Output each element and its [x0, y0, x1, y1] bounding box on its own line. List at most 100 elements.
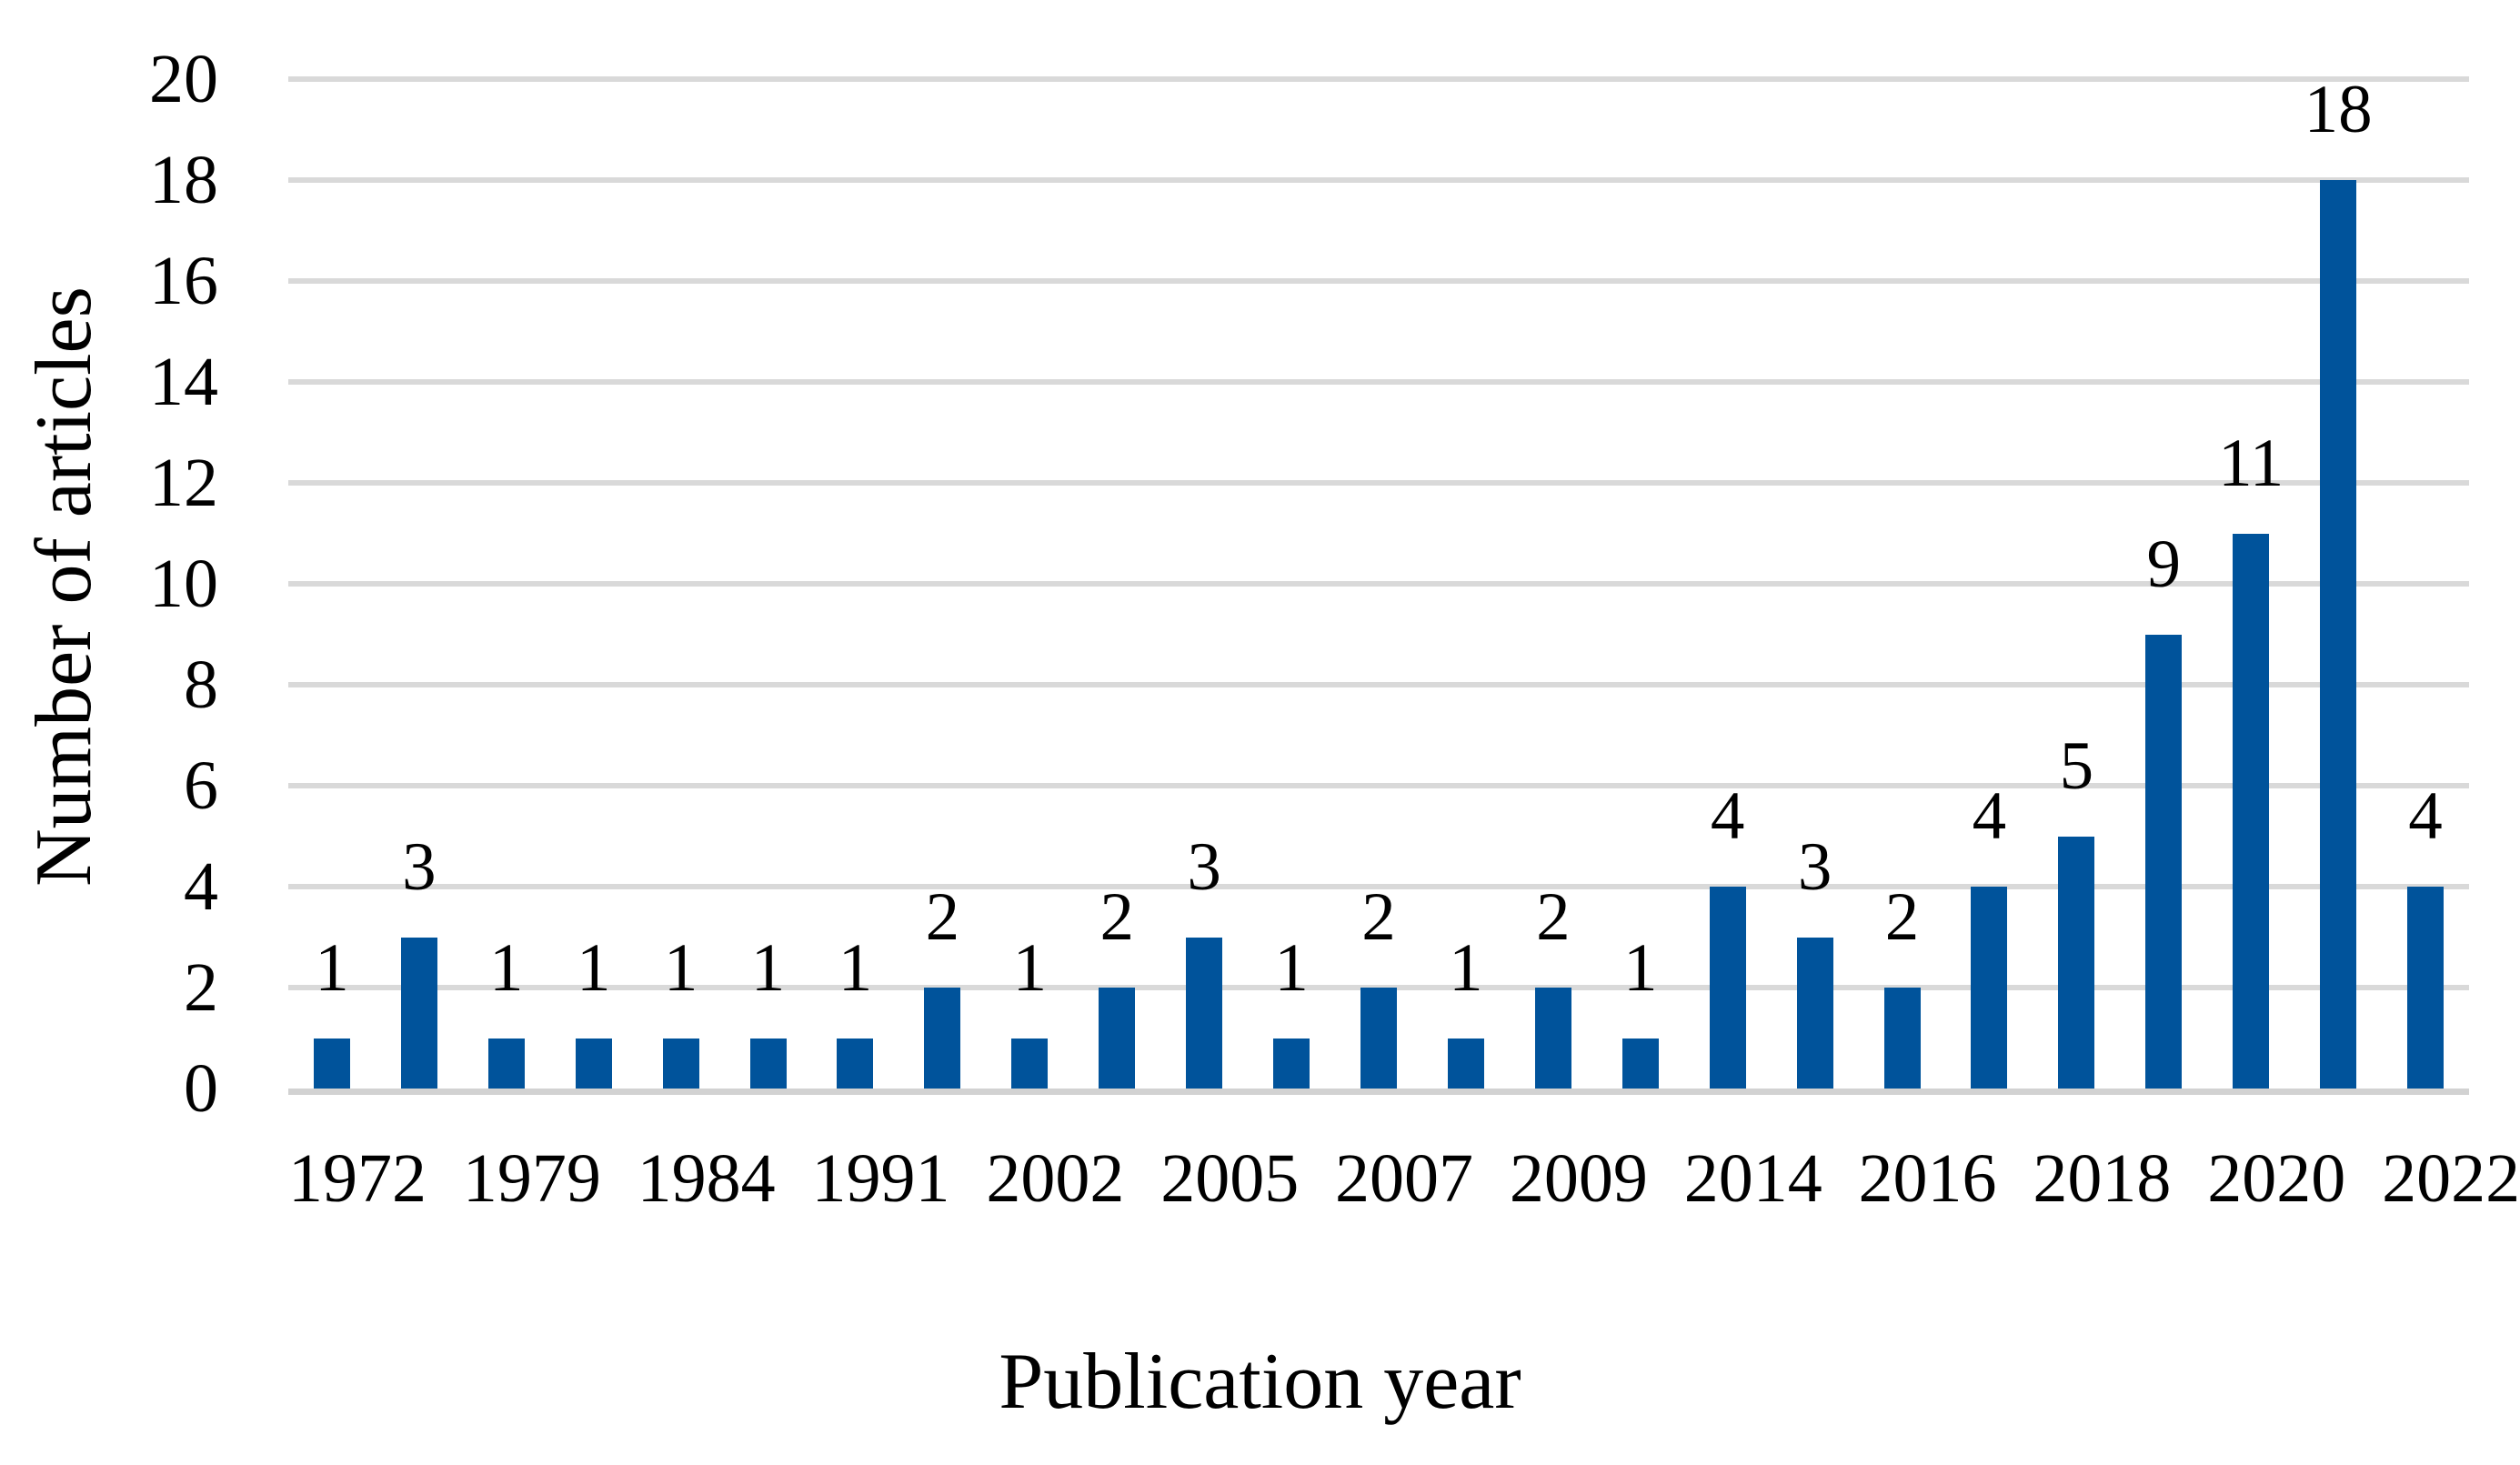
- bar-slot: 1: [463, 79, 550, 1089]
- bar: [1971, 887, 2008, 1089]
- bar-value-label: 1: [1623, 929, 1658, 1006]
- bar-value-label: 4: [2408, 778, 2443, 854]
- y-tick-label: 0: [184, 1050, 218, 1127]
- y-tick-label: 18: [149, 142, 218, 218]
- x-tick-label: 2009: [1509, 1140, 1648, 1217]
- bar: [1447, 1038, 1484, 1089]
- x-tick-label: 1991: [811, 1140, 950, 1217]
- bar-slot: 2: [1335, 79, 1422, 1089]
- y-tick-label: 2: [184, 949, 218, 1026]
- bar-value-label: 1: [750, 929, 786, 1006]
- gridline: [288, 278, 2469, 284]
- bar: [924, 988, 961, 1089]
- bar-slot: 9: [2120, 79, 2207, 1089]
- bar-slot: 18: [2294, 75, 2382, 1089]
- y-tick-label: 14: [149, 344, 218, 420]
- bar-value-label: 4: [1710, 778, 1745, 854]
- bar-value-label: 1: [576, 929, 611, 1006]
- bar-slot: 2: [1073, 79, 1160, 1089]
- bar-value-label: 2: [1536, 879, 1571, 955]
- y-tick-label: 8: [184, 647, 218, 723]
- bar: [313, 1038, 350, 1089]
- bar-value-label: 2: [1099, 879, 1134, 955]
- bar: [1534, 988, 1571, 1089]
- bar-slot: 1: [550, 79, 638, 1089]
- bar-value-label: 1: [489, 929, 524, 1006]
- bar-value-label: 5: [2059, 727, 2094, 804]
- gridline: [288, 379, 2469, 385]
- bar-slot: 5: [2033, 79, 2120, 1089]
- x-tick-label: 1984: [637, 1140, 776, 1217]
- bar-slot: 2: [1510, 79, 1597, 1089]
- bar-value-label: 3: [402, 828, 437, 905]
- bar-slot: 4: [1945, 79, 2033, 1089]
- gridline: [288, 76, 2469, 82]
- bar: [487, 1038, 525, 1089]
- bar: [837, 1038, 874, 1089]
- x-tick-label: 1979: [462, 1140, 601, 1217]
- bar: [2407, 887, 2445, 1089]
- gridline: [288, 480, 2469, 486]
- bar-value-label: 2: [925, 879, 960, 955]
- bar-slot: 3: [376, 79, 463, 1089]
- bar: [1796, 937, 1833, 1089]
- x-tick-label: 2018: [2033, 1140, 2172, 1217]
- x-tick-label: 2005: [1160, 1140, 1300, 1217]
- y-tick-label: 16: [149, 243, 218, 319]
- bar: [1621, 1038, 1659, 1089]
- bar: [2058, 836, 2095, 1089]
- bar-value-label: 1: [1449, 929, 1483, 1006]
- bar-value-label: 2: [1361, 879, 1396, 955]
- bar-slot: 3: [1160, 79, 1248, 1089]
- bar: [1011, 1038, 1049, 1089]
- bar: [1883, 988, 1921, 1089]
- bar-slot: 1: [1248, 79, 1335, 1089]
- bar: [1099, 988, 1136, 1089]
- bar: [1709, 887, 1746, 1089]
- x-tick-label: 2014: [1683, 1140, 1822, 1217]
- bar-value-label: 9: [2146, 526, 2182, 602]
- bar: [1186, 937, 1223, 1089]
- bar: [400, 937, 437, 1089]
- bar: [1273, 1038, 1310, 1089]
- bar-slot: 3: [1772, 79, 1859, 1089]
- gridline: [288, 884, 2469, 889]
- bar-value-label: 1: [663, 929, 698, 1006]
- bar: [2233, 533, 2270, 1089]
- gridline: [288, 177, 2469, 183]
- bar: [575, 1038, 612, 1089]
- bar-slot: 1: [1422, 79, 1510, 1089]
- y-tick-label: 20: [149, 41, 218, 117]
- bar-slot: 1: [288, 79, 376, 1089]
- x-tick-label: 2020: [2207, 1140, 2346, 1217]
- bar: [1360, 988, 1397, 1089]
- bar: [662, 1038, 699, 1089]
- bar-value-label: 4: [1972, 778, 2007, 854]
- bar-value-label: 3: [1187, 828, 1221, 905]
- bar-slot: 11: [2207, 79, 2294, 1089]
- bar-slot: 1: [986, 79, 1073, 1089]
- bar: [2320, 180, 2357, 1089]
- bar-slot: 1: [725, 79, 812, 1089]
- bar: [749, 1038, 787, 1089]
- bar-value-label: 2: [1884, 879, 1920, 955]
- x-axis-line: [288, 1089, 2469, 1095]
- bar-slot: 4: [2382, 79, 2469, 1089]
- y-tick-label: 4: [184, 848, 218, 925]
- bar-value-label: 11: [2218, 425, 2284, 501]
- y-tick-label: 6: [184, 748, 218, 824]
- bar: [2145, 634, 2183, 1089]
- bar-value-label: 18: [2304, 72, 2373, 147]
- x-tick-label: 2016: [1858, 1140, 1997, 1217]
- bar-value-label: 1: [838, 929, 873, 1006]
- bar-value-label: 3: [1797, 828, 1832, 905]
- plot-area: 0 2 4 6 8 10 12 14 16 18 20 1 1972 3 1 1979 1 1 1984 1 1 1991…: [149, 45, 2520, 1213]
- x-tick-label: 1972: [288, 1140, 427, 1217]
- bar-slot: 2: [899, 79, 986, 1089]
- bar-slot: 1: [638, 79, 725, 1089]
- bar-slot: 2: [1859, 79, 1946, 1089]
- x-tick-label: 2002: [986, 1140, 1125, 1217]
- gridline: [288, 783, 2469, 788]
- bar-slot: 1: [812, 79, 899, 1089]
